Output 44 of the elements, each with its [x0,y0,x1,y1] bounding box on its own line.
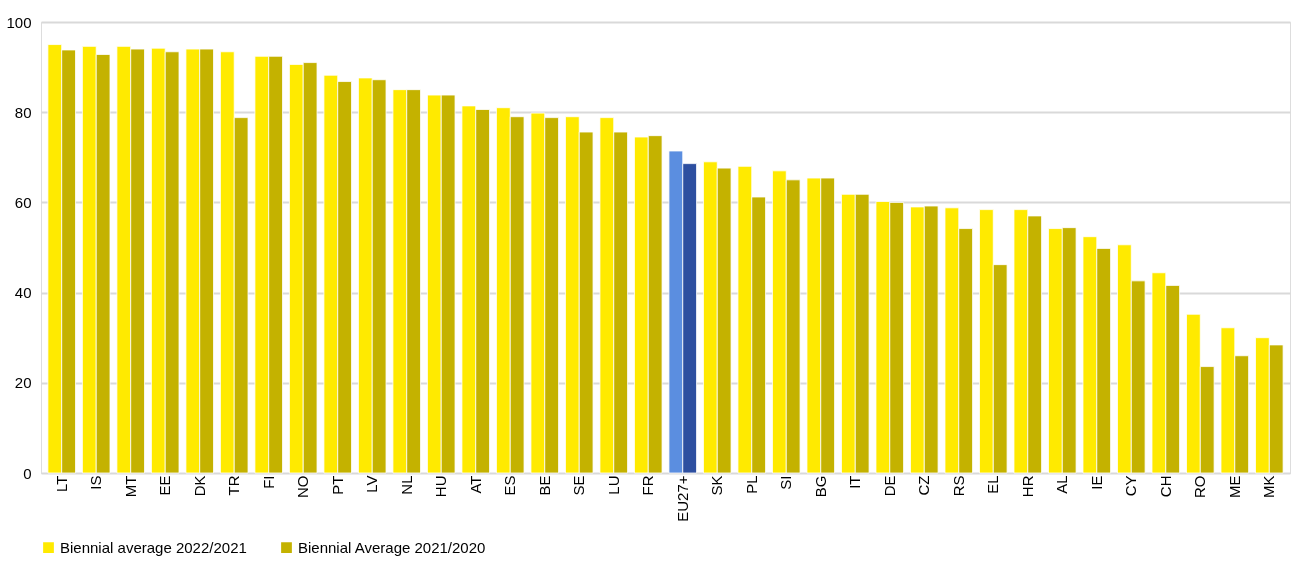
legend-label: Biennial average 2022/2021 [60,538,247,556]
x-tick-label: IT [846,475,864,489]
y-tick-label: 40 [14,284,32,302]
x-tick-label: AT [466,475,484,494]
x-tick-label: ME [1225,475,1243,498]
x-tick-label: DK [190,475,208,497]
x-tick-label: BE [535,475,553,496]
x-tick-label: SK [708,475,726,496]
y-tick-label: 20 [14,374,32,392]
x-tick-label: HR [1018,475,1036,498]
x-tick-label: NO [294,475,312,498]
x-tick-label: DE [880,475,898,497]
x-tick-label: PL [742,475,760,494]
x-tick-label: IS [87,475,105,490]
x-tick-label: SI [777,475,795,490]
x-tick-label: CH [1156,475,1174,498]
x-tick-label: CY [1122,475,1140,497]
x-tick-label: FR [639,475,657,496]
x-tick-label: SE [570,475,588,496]
y-tick-label: 60 [14,193,32,211]
x-tick-label: MK [1260,475,1278,498]
x-tick-label: LV [363,475,381,493]
x-tick-label: PT [328,475,346,495]
y-tick-label: 0 [23,464,32,482]
x-tick-label: LU [604,475,622,495]
x-tick-label: CZ [915,475,933,496]
x-tick-label: NL [397,475,415,495]
y-tick-label: 100 [6,13,32,31]
x-tick-label: RO [1191,475,1209,498]
x-tick-label: RS [949,475,967,497]
x-tick-label: EU27+ [673,475,691,522]
x-tick-label: IE [1087,475,1105,490]
x-tick-label: TR [225,475,243,496]
x-tick-label: LT [52,475,70,492]
x-tick-label: FI [259,475,277,489]
legend-label: Biennial Average 2021/2020 [298,538,486,556]
x-tick-label: MT [121,475,139,498]
x-tick-label: ES [501,475,519,496]
x-tick-label: AL [1053,475,1071,494]
x-tick-label: BG [811,475,829,498]
x-tick-label: EL [984,475,1002,494]
y-tick-label: 80 [14,103,32,121]
x-tick-label: EE [156,475,174,496]
x-tick-label: HU [432,475,450,498]
